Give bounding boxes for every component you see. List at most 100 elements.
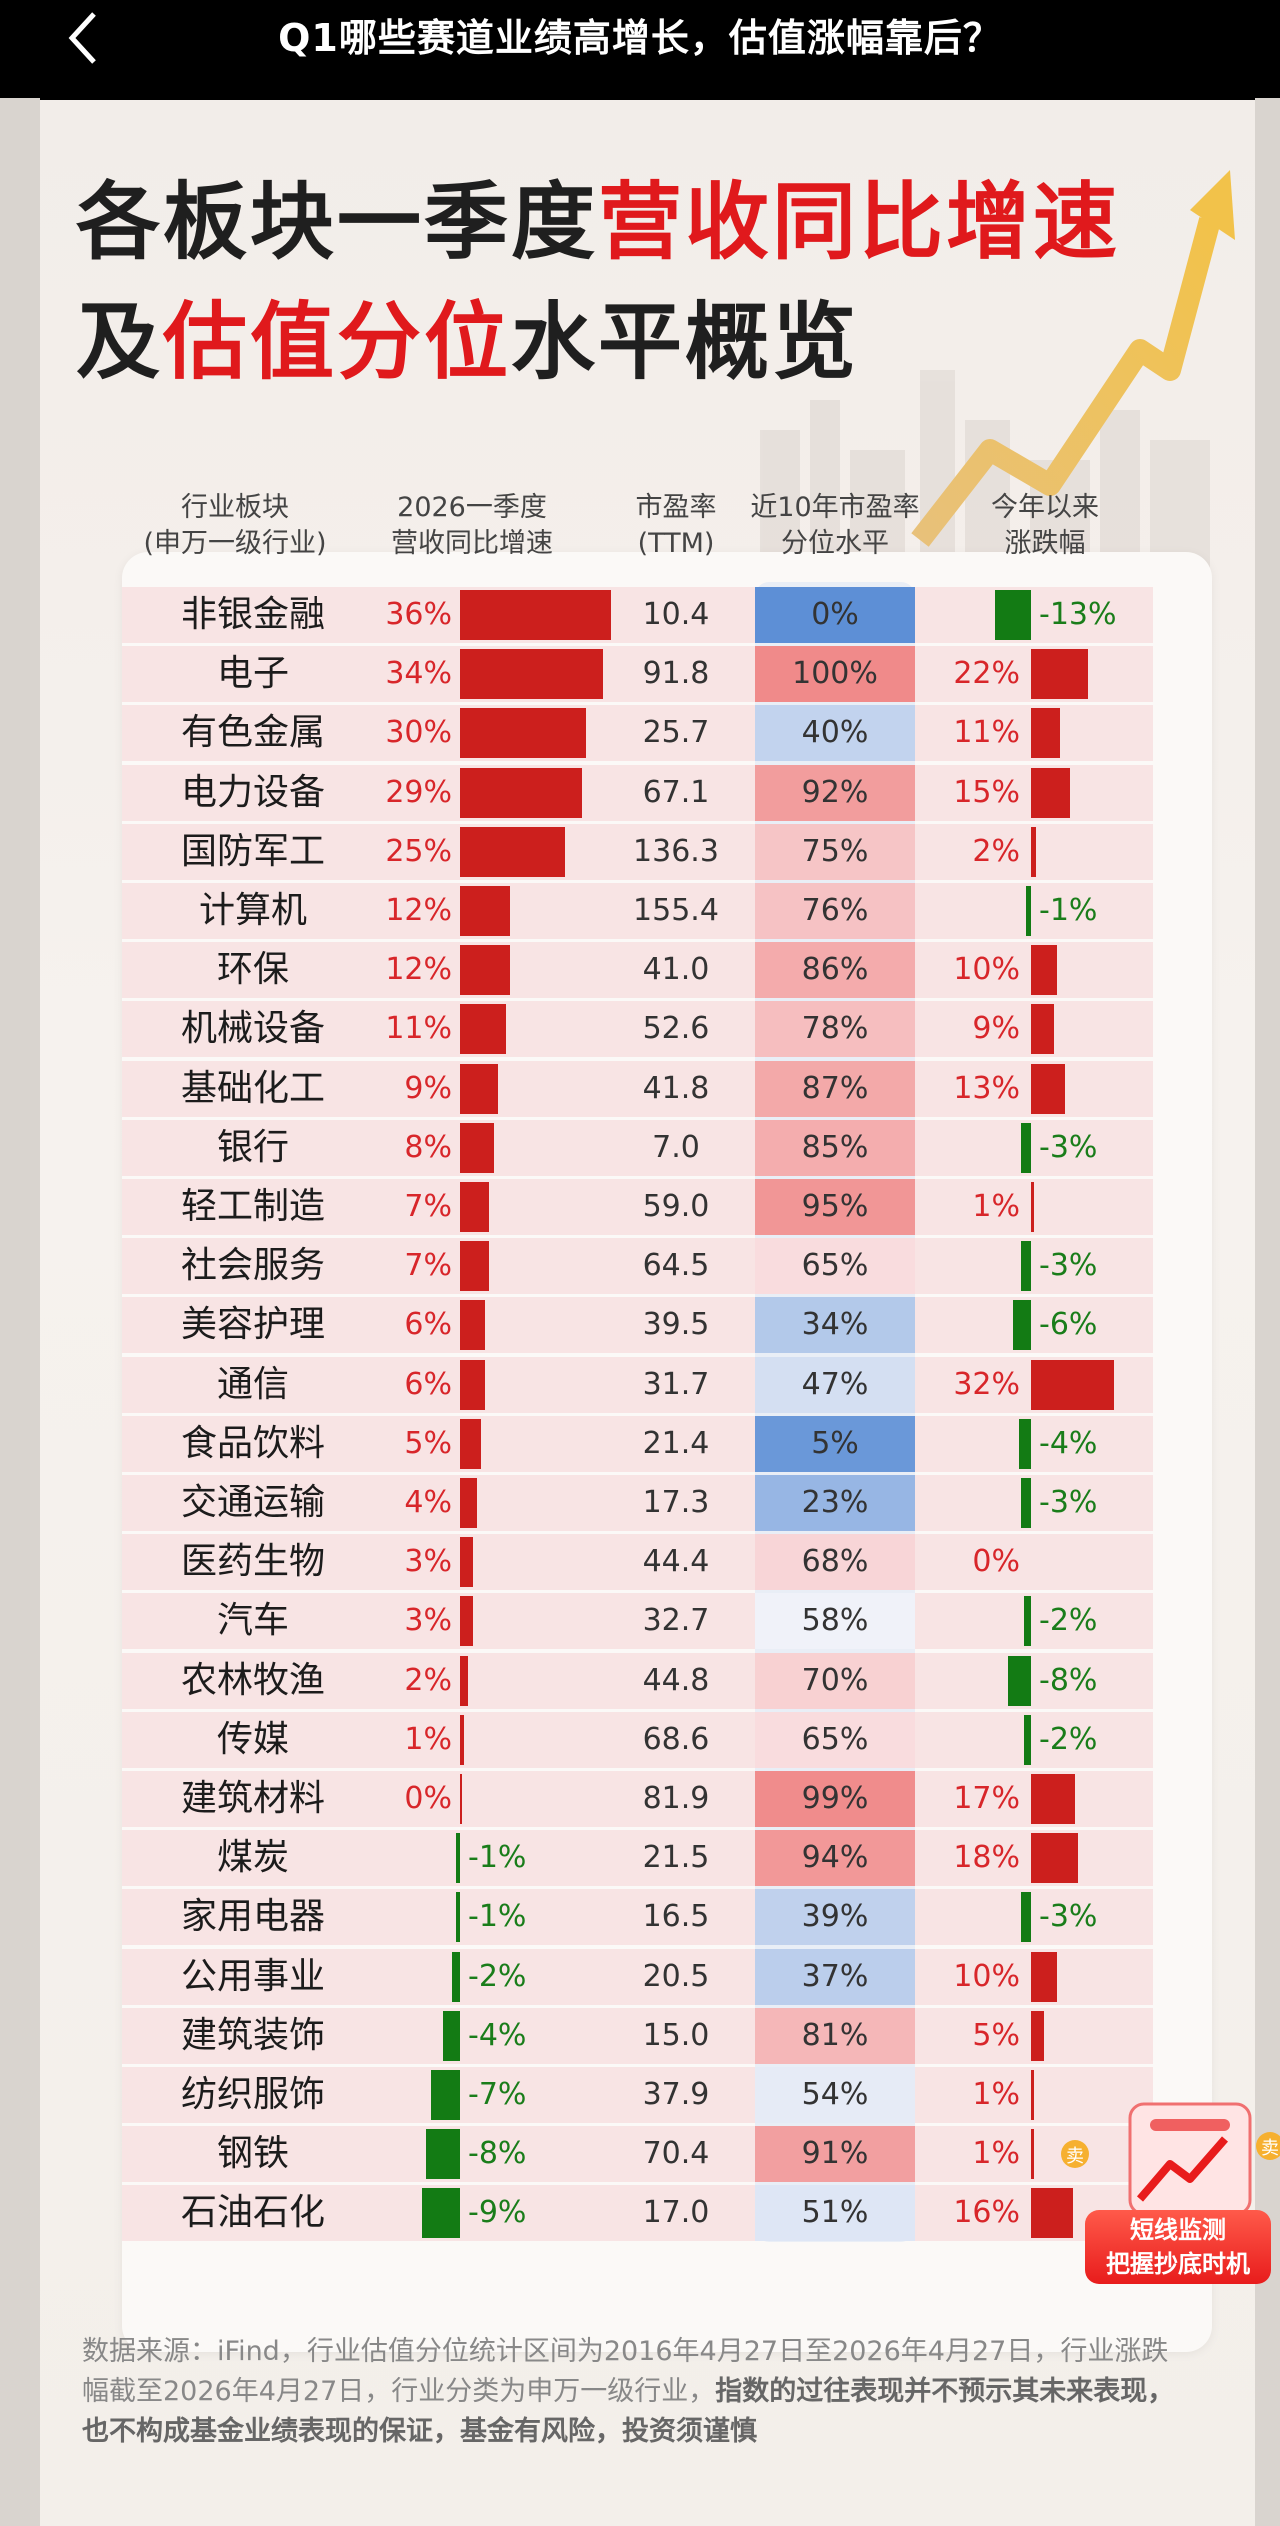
growth-bar (460, 1004, 507, 1054)
row-background (122, 1001, 755, 1057)
industry-label: 通信 (216, 1364, 289, 1405)
row-background (122, 765, 755, 821)
growth-value-label: -9% (468, 2195, 527, 2230)
growth-value-label: 9% (404, 1071, 452, 1106)
percentile-cell: 51% (755, 2185, 915, 2241)
percentile-cell: 78% (755, 1001, 915, 1057)
percentile-cell: 37% (755, 1949, 915, 2005)
ytd-value-label: 32% (953, 1367, 1020, 1402)
pe-value: 17.3 (642, 1485, 710, 1520)
ytd-bar (1031, 2011, 1044, 2061)
pe-value: 17.0 (642, 2195, 710, 2230)
side-margin-right (1255, 98, 1280, 2526)
row-background (915, 1120, 1153, 1176)
growth-bar (460, 1537, 473, 1587)
pe-value: 7.0 (652, 1130, 700, 1165)
row-background (122, 883, 755, 939)
badge-label[interactable]: 短线监测 把握抄底时机 (1085, 2210, 1271, 2284)
ytd-value-label: -2% (1039, 1722, 1098, 1757)
growth-value-label: -7% (468, 2077, 527, 2112)
percentile-cell: 39% (755, 1889, 915, 1945)
pe-value: 64.5 (642, 1248, 710, 1283)
percentile-cell: 87% (755, 1061, 915, 1117)
growth-value-label: 3% (404, 1603, 452, 1638)
ytd-bar (1031, 827, 1037, 877)
growth-bar (451, 1952, 460, 2002)
percentile-cell: 34% (755, 1297, 915, 1353)
pe-value: 20.5 (642, 1959, 710, 1994)
pe-value: 44.8 (642, 1663, 710, 1698)
row-background (122, 1712, 755, 1768)
growth-bar (460, 1300, 486, 1350)
industry-label: 煤炭 (216, 1837, 289, 1878)
growth-bar (455, 1892, 460, 1942)
row-background (915, 1179, 1153, 1235)
ytd-bar (1023, 1715, 1031, 1765)
percentile-cell: 86% (755, 942, 915, 998)
row-background (915, 883, 1153, 939)
growth-value-label: 4% (404, 1485, 452, 1520)
industry-label: 环保 (216, 949, 289, 990)
row-background (915, 587, 1153, 643)
pe-value: 41.8 (642, 1071, 710, 1106)
headline-line-1: 各板块一季度营收同比增速 (76, 173, 1121, 271)
pe-value: 52.6 (642, 1011, 710, 1046)
ytd-bar (1018, 1419, 1031, 1469)
ytd-value-label: -1% (1039, 893, 1098, 928)
ytd-bar (1031, 768, 1070, 818)
ytd-value-label: 1% (972, 2136, 1020, 2171)
percentile-cell: 0% (755, 587, 915, 643)
row-background (122, 1120, 755, 1176)
row-background (915, 1712, 1153, 1768)
ytd-bar (1031, 2070, 1034, 2120)
market-monitor-badge-icon[interactable]: 卖 卖 (1040, 2094, 1280, 2284)
row-background (122, 1534, 755, 1590)
pe-value: 91.8 (642, 656, 710, 691)
growth-bar (443, 2011, 460, 2061)
industry-label: 计算机 (198, 890, 307, 931)
pe-value: 15.0 (642, 2018, 710, 2053)
percentile-cell: 81% (755, 2008, 915, 2064)
growth-value-label: 34% (385, 656, 452, 691)
headline-line-2: 及估值分位水平概览 (76, 293, 860, 391)
growth-bar (460, 1064, 498, 1114)
industry-label: 建筑装饰 (180, 2015, 325, 2056)
growth-value-label: -1% (468, 1899, 527, 1934)
header-percentile: 近10年市盈率 分位水平 (750, 492, 920, 559)
growth-bar (422, 2188, 460, 2238)
industry-label: 家用电器 (180, 1896, 325, 1937)
percentile-cell: 65% (755, 1712, 915, 1768)
growth-value-label: 12% (385, 893, 452, 928)
ytd-value-label: 17% (953, 1781, 1020, 1816)
industry-label: 银行 (216, 1127, 289, 1168)
pe-value: 70.4 (642, 2136, 710, 2171)
row-background (122, 646, 755, 702)
ytd-bar (1013, 1300, 1031, 1350)
ytd-value-label: -2% (1039, 1603, 1098, 1638)
industry-label: 交通运输 (180, 1482, 325, 1523)
industry-label: 基础化工 (180, 1068, 325, 1109)
row-background (122, 705, 755, 761)
side-margin-left (0, 98, 40, 2526)
ytd-value-label: 9% (972, 1011, 1020, 1046)
row-background (915, 1534, 1153, 1590)
ytd-bar (1031, 1774, 1076, 1824)
ytd-value-label: -3% (1039, 1248, 1098, 1283)
row-background (122, 1238, 755, 1294)
industry-label: 社会服务 (180, 1245, 325, 1286)
industry-label: 机械设备 (180, 1008, 325, 1049)
back-arrow-icon[interactable] (56, 8, 116, 68)
percentile-cell: 70% (755, 1653, 915, 1709)
growth-value-label: 2% (404, 1663, 452, 1698)
industry-label: 轻工制造 (180, 1186, 325, 1227)
ytd-value-label: -3% (1039, 1485, 1098, 1520)
ytd-bar (1031, 1064, 1065, 1114)
growth-value-label: -8% (468, 2136, 527, 2171)
growth-value-label: 29% (385, 775, 452, 810)
row-background (122, 1949, 755, 2005)
row-background (122, 942, 755, 998)
growth-bar (460, 1774, 462, 1824)
percentile-cell: 94% (755, 1830, 915, 1886)
industry-label: 纺织服饰 (180, 2074, 325, 2115)
ytd-value-label: 1% (972, 2077, 1020, 2112)
